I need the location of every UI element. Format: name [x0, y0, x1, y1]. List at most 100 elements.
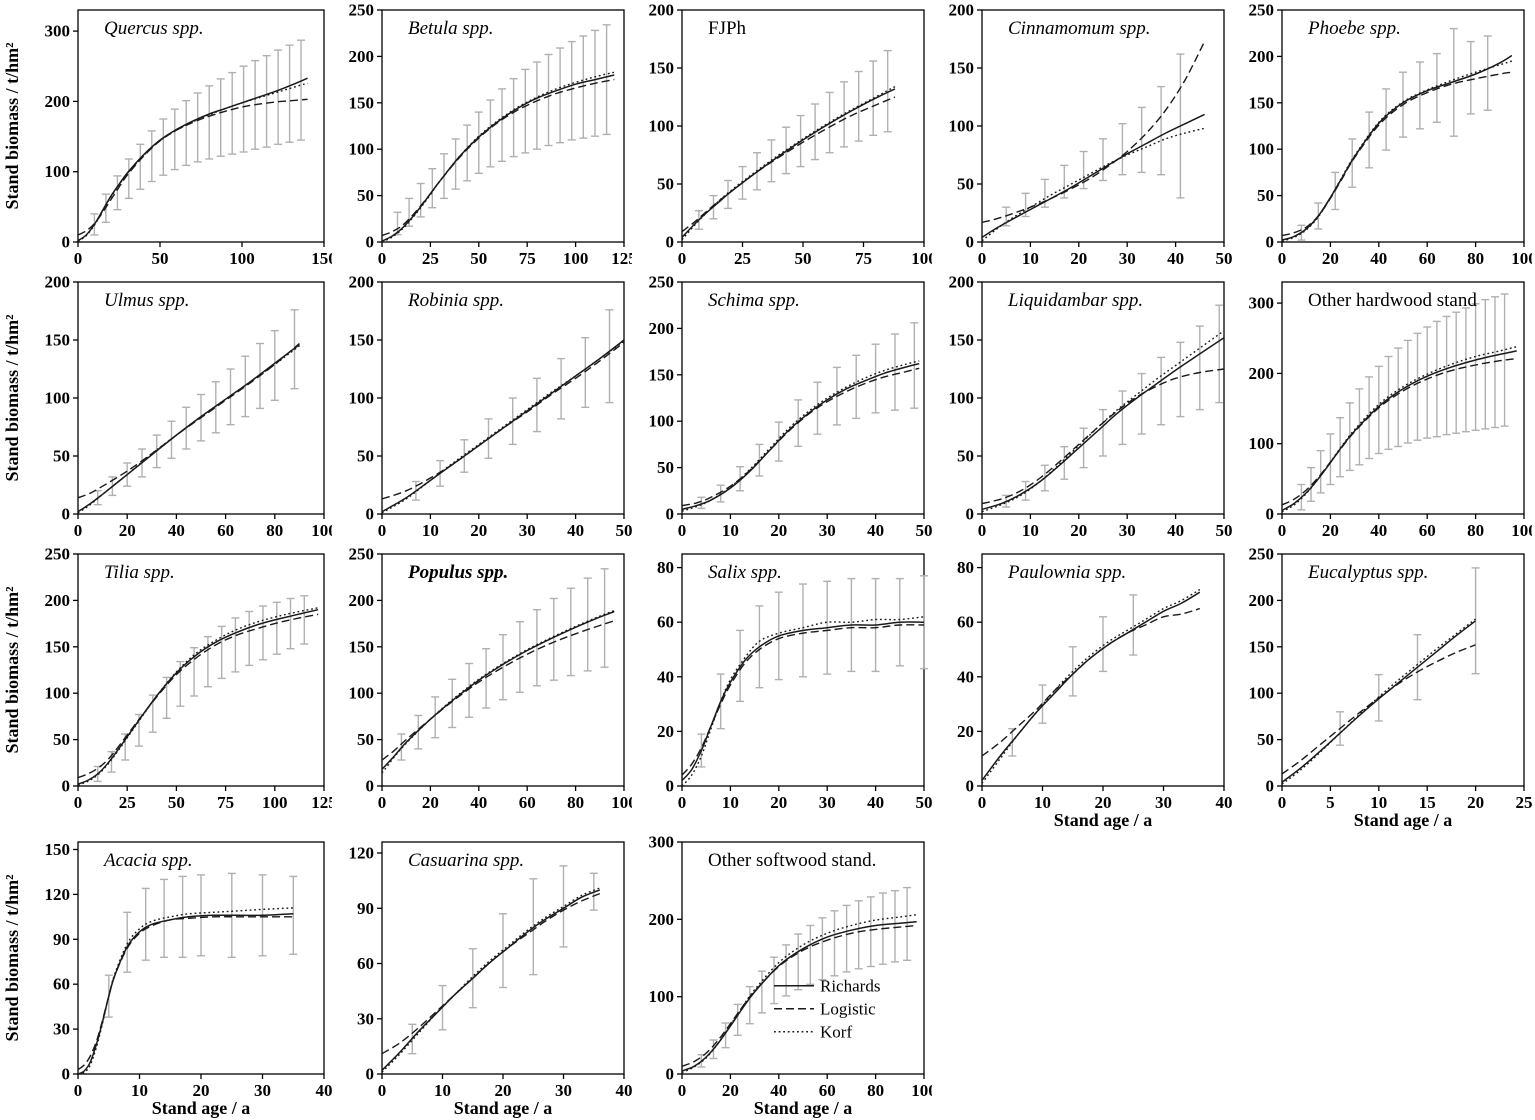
x-tick-label: 40 [1167, 249, 1184, 268]
chart-panel-13: 0 10 20 30 40 50 0 20 40 60 80 Salix spp. [632, 544, 932, 832]
panel-title: Salix spp. [708, 562, 782, 583]
chart-panel-15: 0 5 10 15 20 25 0 50 100 150 200 250 Eucalyptus spp.… [1232, 544, 1532, 832]
plot-frame [381, 281, 625, 515]
panel-title: Robinia spp. [407, 290, 504, 311]
y-tick-label: 0 [966, 233, 975, 252]
x-tick-label: 0 [378, 1081, 387, 1100]
korf-curve [682, 85, 896, 241]
y-axis-ticks: 0 50 100 150 200 [45, 273, 78, 524]
x-tick-label: 0 [678, 793, 687, 812]
richards-curve [382, 74, 615, 242]
model-curves [682, 616, 924, 786]
x-tick-label: 20 [770, 521, 787, 540]
richards-curve [78, 344, 300, 513]
x-tick-label: 0 [978, 249, 987, 268]
y-tick-label: 150 [349, 93, 375, 112]
y-tick-label: 300 [1249, 294, 1275, 313]
y-axis-ticks: 0 100 200 300 [45, 22, 78, 252]
chart-panel-11: 0 25 50 75 100 125 0 50 100 150 200 250 Tilia spp. St… [0, 544, 332, 832]
y-tick-label: 150 [1249, 637, 1275, 656]
x-tick-label: 75 [519, 249, 536, 268]
y-tick-label: 50 [957, 447, 974, 466]
y-tick-label: 0 [666, 233, 675, 252]
x-tick-label: 80 [266, 521, 283, 540]
y-tick-label: 150 [1249, 93, 1275, 112]
x-tick-label: 40 [1370, 249, 1387, 268]
x-axis-ticks: 0 10 20 30 40 [74, 1074, 332, 1100]
legend-entry: Logistic [774, 999, 876, 1018]
y-tick-label: 200 [45, 591, 71, 610]
x-tick-label: 0 [678, 1081, 687, 1100]
model-curves [982, 330, 1224, 513]
x-tick-label: 25 [422, 249, 439, 268]
logistic-curve [982, 40, 1206, 223]
y-tick-label: 40 [957, 667, 974, 686]
y-tick-label: 100 [349, 684, 375, 703]
chart-panel-1: 0 50 100 150 0 100 200 300 Quercus spp. Stand bio… [0, 0, 332, 272]
korf-curve [1282, 60, 1513, 242]
x-axis-ticks: 0 50 100 150 [74, 242, 332, 268]
chart-panel-8: 0 10 20 30 40 50 0 50 100 150 200 250 Schima spp. [632, 272, 932, 544]
richards-curve [682, 621, 924, 782]
richards-curve [682, 920, 917, 1072]
x-axis-ticks: 0 10 20 30 40 [378, 1074, 632, 1100]
y-tick-label: 150 [649, 365, 675, 384]
chart-panel-7: 0 10 20 30 40 50 0 50 100 150 200 Robinia spp. [332, 272, 632, 544]
x-tick-label: 0 [678, 521, 687, 540]
y-tick-label: 20 [657, 722, 674, 741]
x-tick-label: 10 [422, 521, 439, 540]
plot-frame [1281, 281, 1525, 515]
model-curves [382, 609, 615, 774]
error-bars [411, 309, 614, 501]
x-tick-label: 100 [1511, 249, 1532, 268]
x-tick-label: 150 [311, 249, 332, 268]
y-tick-label: 250 [1249, 545, 1275, 564]
y-tick-label: 250 [349, 1, 375, 20]
panel-title: Betula spp. [408, 18, 494, 39]
x-tick-label: 10 [434, 1081, 451, 1100]
x-tick-label: 40 [470, 793, 487, 812]
y-tick-label: 100 [949, 389, 975, 408]
x-tick-label: 10 [722, 793, 739, 812]
x-tick-label: 40 [567, 521, 584, 540]
x-tick-label: 125 [611, 249, 632, 268]
korf-curve [382, 340, 624, 514]
y-tick-label: 100 [649, 117, 675, 136]
x-tick-label: 100 [911, 249, 932, 268]
y-tick-label: 50 [53, 730, 70, 749]
x-tick-label: 50 [795, 249, 812, 268]
panel-title: Eucalyptus spp. [1307, 562, 1428, 583]
x-tick-label: 15 [1419, 793, 1436, 812]
richards-curve [78, 77, 308, 242]
y-axis-ticks: 0 50 100 150 200 250 [1249, 545, 1282, 796]
x-tick-label: 0 [74, 521, 83, 540]
y-tick-label: 200 [949, 1, 975, 20]
y-tick-label: 250 [1249, 1, 1275, 20]
x-tick-label: 60 [819, 1081, 836, 1100]
x-tick-label: 100 [262, 793, 288, 812]
y-axis-ticks: 0 50 100 150 200 250 [649, 273, 682, 524]
x-axis-label: Stand age / a [754, 1098, 853, 1118]
x-tick-label: 50 [470, 249, 487, 268]
panel-svg: 0 20 40 60 80 100 0 50 100 150 200 Ulmus spp. Stand … [2, 273, 332, 541]
plot-frame [1281, 9, 1525, 243]
x-tick-label: 80 [567, 793, 584, 812]
x-tick-label: 50 [168, 793, 185, 812]
y-tick-label: 100 [1249, 434, 1275, 453]
legend-label: Korf [820, 1022, 852, 1041]
y-tick-label: 0 [62, 1065, 71, 1084]
panel-svg: 0 20 40 60 80 100 0 100 200 300 Other hardwood sta… [1249, 281, 1532, 540]
x-axis-ticks: 0 25 50 75 100 125 [74, 786, 332, 812]
y-tick-label: 150 [45, 331, 71, 350]
x-tick-label: 40 [867, 521, 884, 540]
y-tick-label: 50 [357, 447, 374, 466]
chart-panel-16: 0 10 20 30 40 0 30 60 90 120 150 Acacia spp. Stand b… [0, 832, 332, 1120]
chart-panel-14: 0 10 20 30 40 0 20 40 60 80 Paulownia spp. Stand ag… [932, 544, 1232, 832]
y-axis-label: Stand biomass / t/hm² [2, 875, 22, 1042]
y-tick-label: 0 [366, 1065, 375, 1084]
plot-frame [77, 553, 325, 787]
y-tick-label: 60 [357, 954, 374, 973]
x-tick-label: 20 [1467, 793, 1484, 812]
y-tick-label: 0 [666, 505, 675, 524]
x-tick-label: 0 [1278, 249, 1287, 268]
